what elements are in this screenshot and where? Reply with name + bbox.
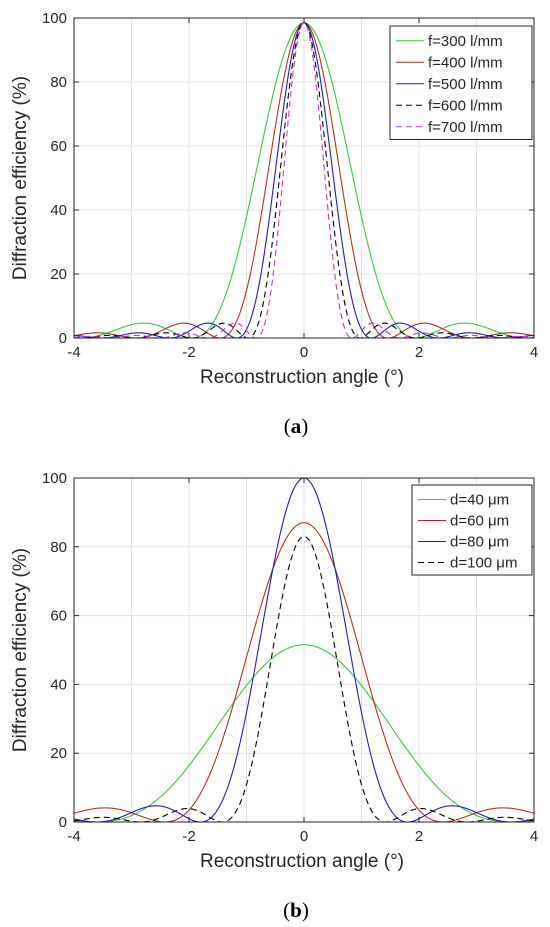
x-tick-label: 4 xyxy=(530,828,538,845)
y-axis-label: Diffraction efficiency (%) xyxy=(10,76,31,280)
legend: d=40 μm d=60 μm d=80 μm d=100 μm xyxy=(411,484,533,576)
legend-entry: f=600 l/mm xyxy=(428,97,503,114)
y-axis-label: Diffraction efficiency (%) xyxy=(10,548,31,752)
y-tick-label: 60 xyxy=(50,138,67,155)
x-tick-label: -4 xyxy=(67,828,80,845)
legend-entry: f=400 l/mm xyxy=(428,54,503,71)
y-tick-label: 40 xyxy=(50,676,67,693)
legend-entry: d=100 μm xyxy=(450,555,517,572)
x-tick-label: 2 xyxy=(415,828,423,845)
x-tick-label: -2 xyxy=(182,828,195,845)
legend-entry: f=300 l/mm xyxy=(428,33,503,50)
y-tick-label: 100 xyxy=(42,470,67,487)
series-line-4 xyxy=(74,22,534,338)
y-tick-label: 100 xyxy=(42,10,67,27)
y-tick-label: 40 xyxy=(50,202,67,219)
y-tick-label: 0 xyxy=(59,814,67,831)
y-tick-label: 20 xyxy=(50,745,67,762)
series-line-5 xyxy=(74,22,534,338)
y-tick-label: 20 xyxy=(50,266,67,283)
legend: f=300 l/mm f=400 l/mm f=500 l/mm f=600 l/mm… xyxy=(389,25,533,140)
y-tick-label: 80 xyxy=(50,539,67,556)
x-tick-label: 2 xyxy=(415,344,423,361)
panel-caption: (b) xyxy=(283,898,309,922)
y-tick-label: 0 xyxy=(59,330,67,347)
legend-entry: f=700 l/mm xyxy=(428,119,503,136)
y-tick-label: 60 xyxy=(50,608,67,625)
x-tick-label: 0 xyxy=(300,828,308,845)
x-tick-label: -4 xyxy=(67,344,80,361)
x-axis-label: Reconstruction angle (°) xyxy=(200,851,404,872)
x-tick-label: -2 xyxy=(182,344,195,361)
x-axis-label: Reconstruction angle (°) xyxy=(200,367,404,388)
legend-entry: d=60 μm xyxy=(450,513,509,530)
legend-box xyxy=(389,25,533,140)
series-line-2 xyxy=(74,522,534,822)
legend-entry: d=40 μm xyxy=(450,492,509,509)
x-tick-label: 0 xyxy=(300,344,308,361)
x-tick-label: 4 xyxy=(530,344,538,361)
legend-entry: f=500 l/mm xyxy=(428,76,503,93)
panel-caption: (a) xyxy=(284,414,309,438)
y-tick-label: 80 xyxy=(50,74,67,91)
legend-entry: d=80 μm xyxy=(450,534,509,551)
series-line-1 xyxy=(74,644,534,822)
